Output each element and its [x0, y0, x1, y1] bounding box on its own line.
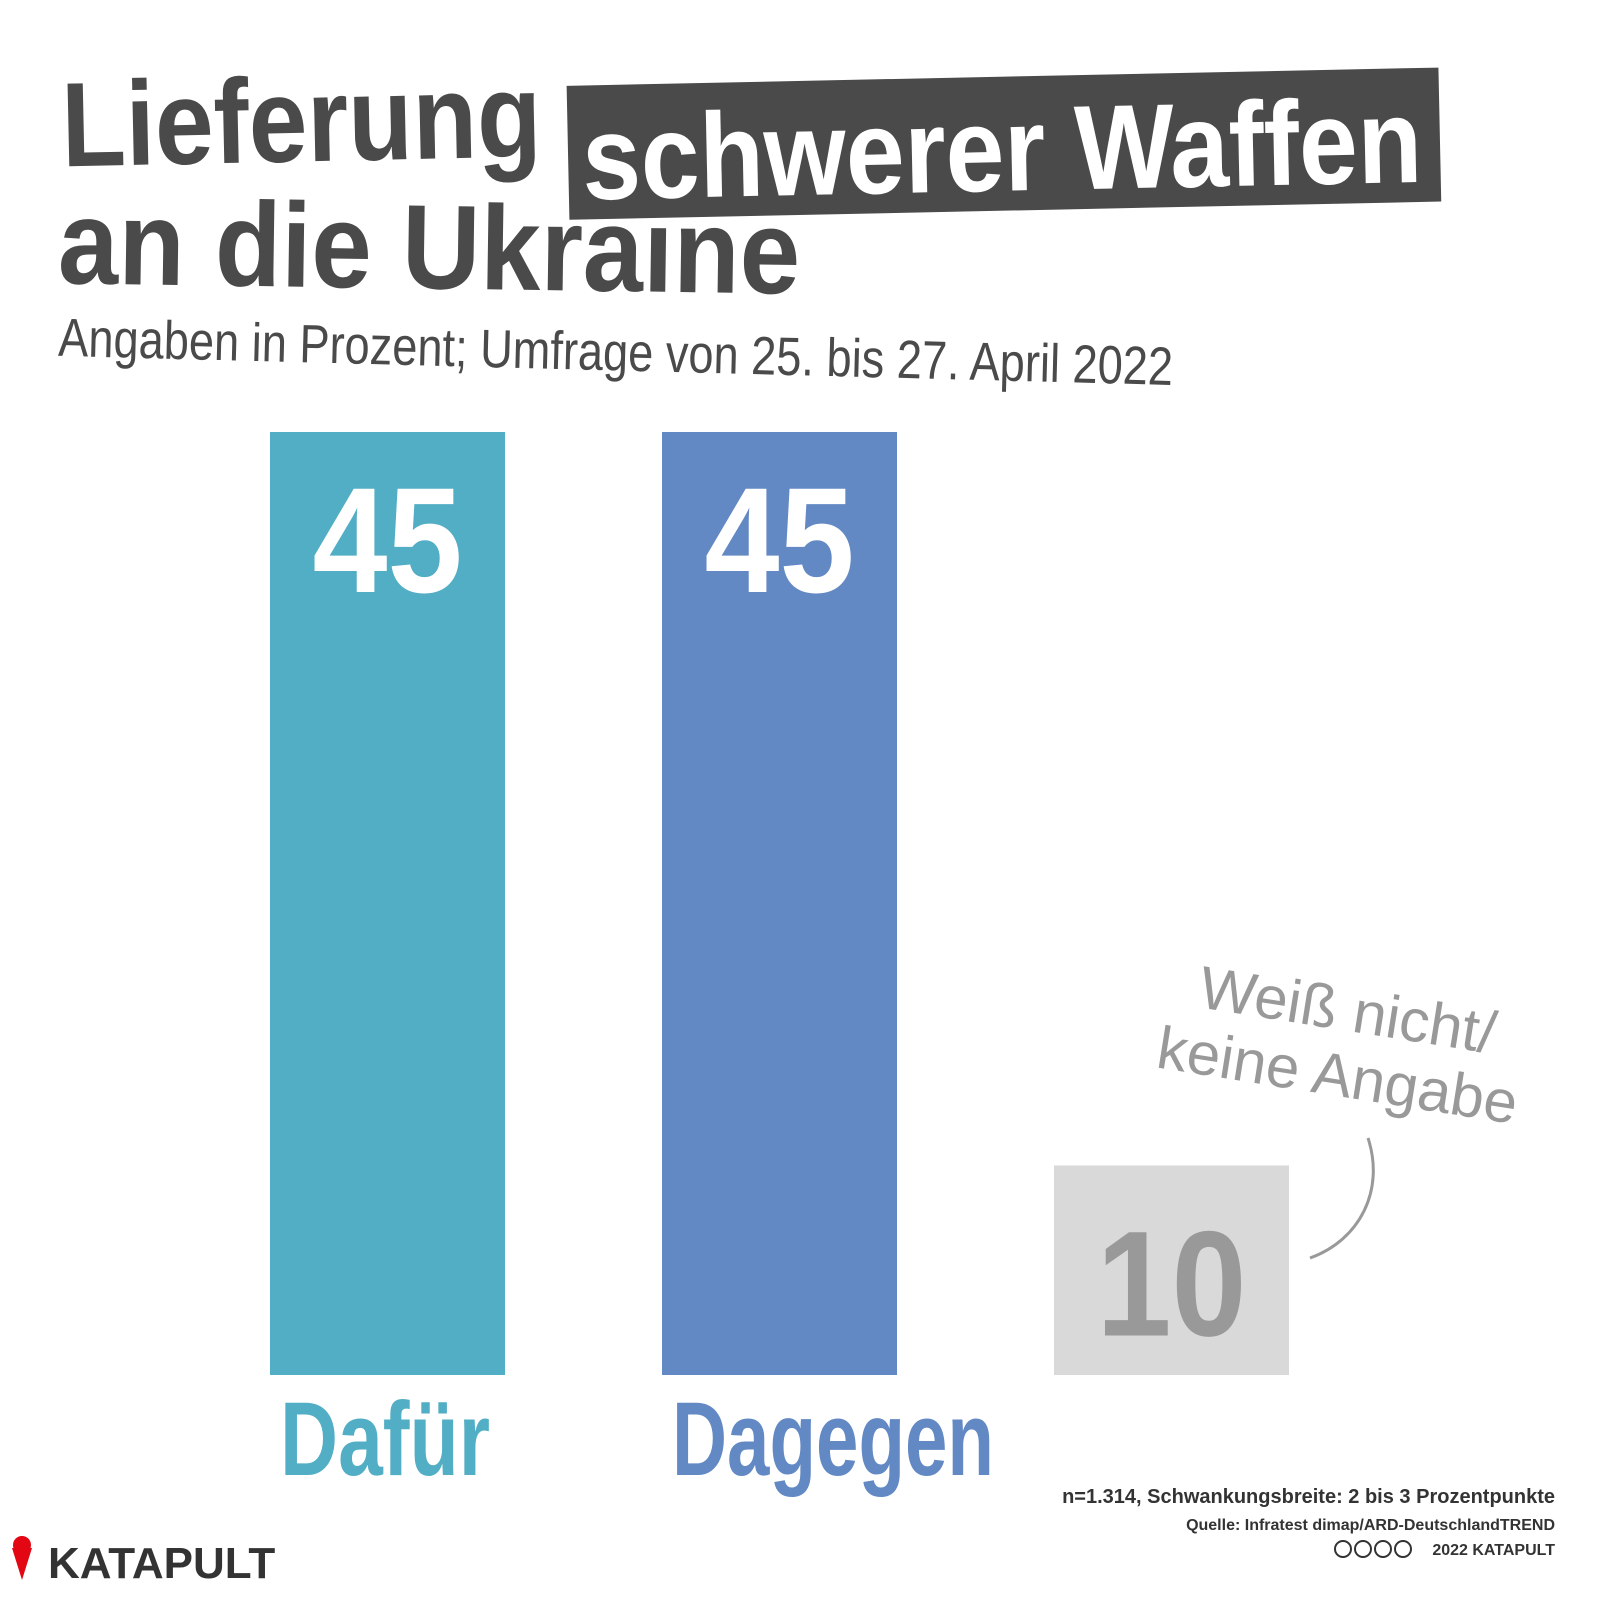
category-label: Dagegen [672, 1381, 994, 1498]
brand-icon [13, 1536, 31, 1554]
chart-title: Lieferung [60, 48, 543, 192]
note: n=1.314, Schwankungsbreite: 2 bis 3 Proz… [1062, 1486, 1555, 1508]
chart-title: an die Ukraine [57, 175, 801, 319]
chart-title: schwerer Waffen [581, 74, 1424, 226]
title-highlight [566, 67, 1442, 220]
value-label: 45 [705, 456, 855, 624]
brand: KATAPULT [48, 1539, 275, 1588]
value-label: 10 [1097, 1199, 1247, 1367]
bar [662, 432, 897, 1375]
annotation-connector [1309, 1137, 1375, 1260]
category-label: Dafür [280, 1381, 490, 1498]
brand-icon [12, 1548, 32, 1580]
source: Quelle: Infratest dimap/ARD-DeutschlandT… [1186, 1517, 1555, 1534]
copyright: 2022 KATAPULT [1432, 1542, 1555, 1559]
value-label: 45 [313, 456, 463, 624]
cc-icons [1334, 1540, 1412, 1558]
bar [270, 432, 505, 1375]
title-group: Lieferung schwerer Waffen [60, 48, 1442, 226]
bar [1054, 1165, 1289, 1375]
